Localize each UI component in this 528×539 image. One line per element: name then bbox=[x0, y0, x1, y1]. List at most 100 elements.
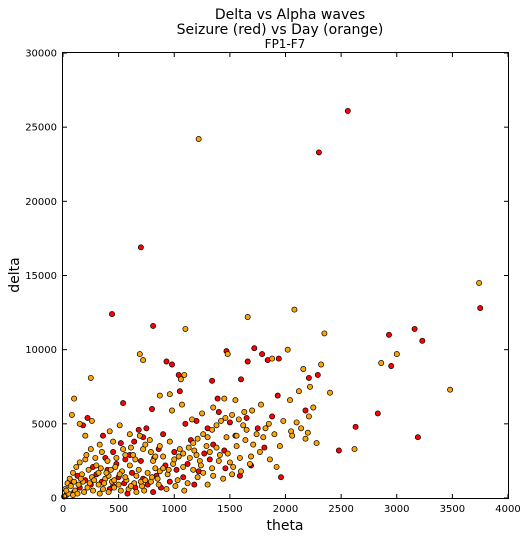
data-point bbox=[314, 371, 321, 378]
data-point bbox=[233, 443, 240, 450]
data-point bbox=[222, 414, 229, 421]
data-point bbox=[223, 434, 230, 441]
data-point bbox=[180, 463, 187, 470]
data-point bbox=[209, 377, 216, 384]
data-point bbox=[351, 446, 358, 453]
data-point bbox=[305, 374, 312, 381]
data-point bbox=[248, 453, 254, 460]
data-point bbox=[127, 444, 134, 451]
data-point bbox=[186, 454, 193, 461]
data-point bbox=[199, 410, 206, 417]
data-point bbox=[83, 452, 90, 458]
data-point bbox=[295, 388, 302, 395]
data-point bbox=[378, 360, 385, 366]
data-point bbox=[254, 425, 261, 432]
y-tick-label: 10000 bbox=[25, 345, 57, 356]
data-point bbox=[305, 413, 312, 420]
data-point bbox=[242, 437, 249, 444]
x-axis-ticks: 0 500 1000 1500 2000 2500 3000 3500 4000 bbox=[60, 53, 521, 515]
y-tick-label: 5000 bbox=[32, 419, 57, 430]
data-point bbox=[251, 345, 258, 352]
data-point bbox=[135, 426, 142, 433]
y-axis-ticks: 0 5000 10000 15000 20000 25000 30000 bbox=[25, 49, 508, 505]
data-point bbox=[155, 481, 162, 488]
data-point bbox=[276, 443, 283, 450]
data-point bbox=[184, 480, 191, 487]
data-point bbox=[229, 471, 236, 478]
data-point bbox=[230, 463, 237, 470]
data-point bbox=[210, 404, 217, 411]
data-point bbox=[84, 414, 91, 421]
data-point bbox=[194, 435, 201, 442]
data-point bbox=[232, 397, 239, 404]
data-point bbox=[204, 481, 211, 488]
data-point bbox=[240, 422, 247, 429]
data-point bbox=[256, 449, 263, 455]
data-point bbox=[250, 441, 257, 448]
data-point bbox=[154, 475, 161, 482]
y-axis-label: delta bbox=[7, 257, 23, 292]
data-point bbox=[131, 438, 138, 445]
data-point bbox=[87, 374, 94, 381]
x-tick-label: 1500 bbox=[217, 504, 242, 515]
data-point bbox=[177, 376, 184, 383]
data-point bbox=[110, 449, 117, 455]
data-point bbox=[262, 425, 269, 432]
data-point bbox=[447, 386, 454, 393]
data-point bbox=[243, 414, 250, 421]
data-point bbox=[152, 465, 159, 472]
data-point bbox=[149, 406, 155, 412]
data-point bbox=[74, 490, 81, 497]
data-point bbox=[122, 452, 129, 458]
data-point bbox=[215, 457, 222, 464]
data-point bbox=[149, 474, 155, 481]
data-point bbox=[163, 486, 170, 493]
x-tick-label: 0 bbox=[60, 504, 66, 515]
data-point bbox=[107, 466, 114, 473]
data-point bbox=[318, 361, 325, 368]
data-point bbox=[132, 456, 139, 463]
data-point bbox=[141, 487, 148, 494]
data-point bbox=[142, 477, 149, 484]
data-point bbox=[218, 417, 224, 424]
x-axis-label: theta bbox=[266, 518, 303, 534]
data-point bbox=[374, 410, 381, 417]
data-point bbox=[175, 453, 182, 460]
data-point bbox=[117, 440, 124, 447]
data-point bbox=[81, 489, 88, 496]
data-point bbox=[393, 351, 400, 358]
data-point bbox=[269, 355, 276, 362]
data-point bbox=[298, 425, 305, 432]
data-point bbox=[92, 454, 99, 461]
chart-title-line2: Seizure (red) vs Day (orange) bbox=[177, 22, 384, 38]
y-tick-label: 30000 bbox=[25, 49, 57, 60]
data-point bbox=[327, 389, 333, 396]
data-point bbox=[226, 459, 233, 466]
data-point bbox=[70, 469, 76, 476]
data-point bbox=[68, 411, 75, 418]
data-point bbox=[244, 358, 251, 365]
data-point bbox=[269, 413, 276, 420]
data-point bbox=[120, 400, 127, 407]
data-point bbox=[215, 409, 222, 415]
data-point bbox=[265, 420, 272, 427]
y-tick-label: 15000 bbox=[25, 271, 57, 282]
data-point bbox=[150, 322, 157, 329]
data-point bbox=[156, 392, 163, 399]
data-point bbox=[166, 438, 173, 445]
x-tick-label: 3500 bbox=[440, 504, 465, 515]
data-point bbox=[122, 474, 129, 481]
data-point bbox=[116, 422, 123, 429]
data-point bbox=[180, 450, 187, 457]
data-point bbox=[147, 449, 154, 455]
data-point bbox=[280, 417, 287, 424]
data-point bbox=[189, 416, 195, 423]
data-point bbox=[200, 431, 207, 438]
data-point bbox=[127, 483, 134, 490]
data-point bbox=[275, 355, 282, 362]
data-point bbox=[184, 460, 191, 467]
x-tick-label: 3000 bbox=[384, 504, 409, 515]
data-point bbox=[91, 477, 98, 484]
data-point bbox=[213, 444, 220, 451]
data-point bbox=[206, 456, 213, 463]
